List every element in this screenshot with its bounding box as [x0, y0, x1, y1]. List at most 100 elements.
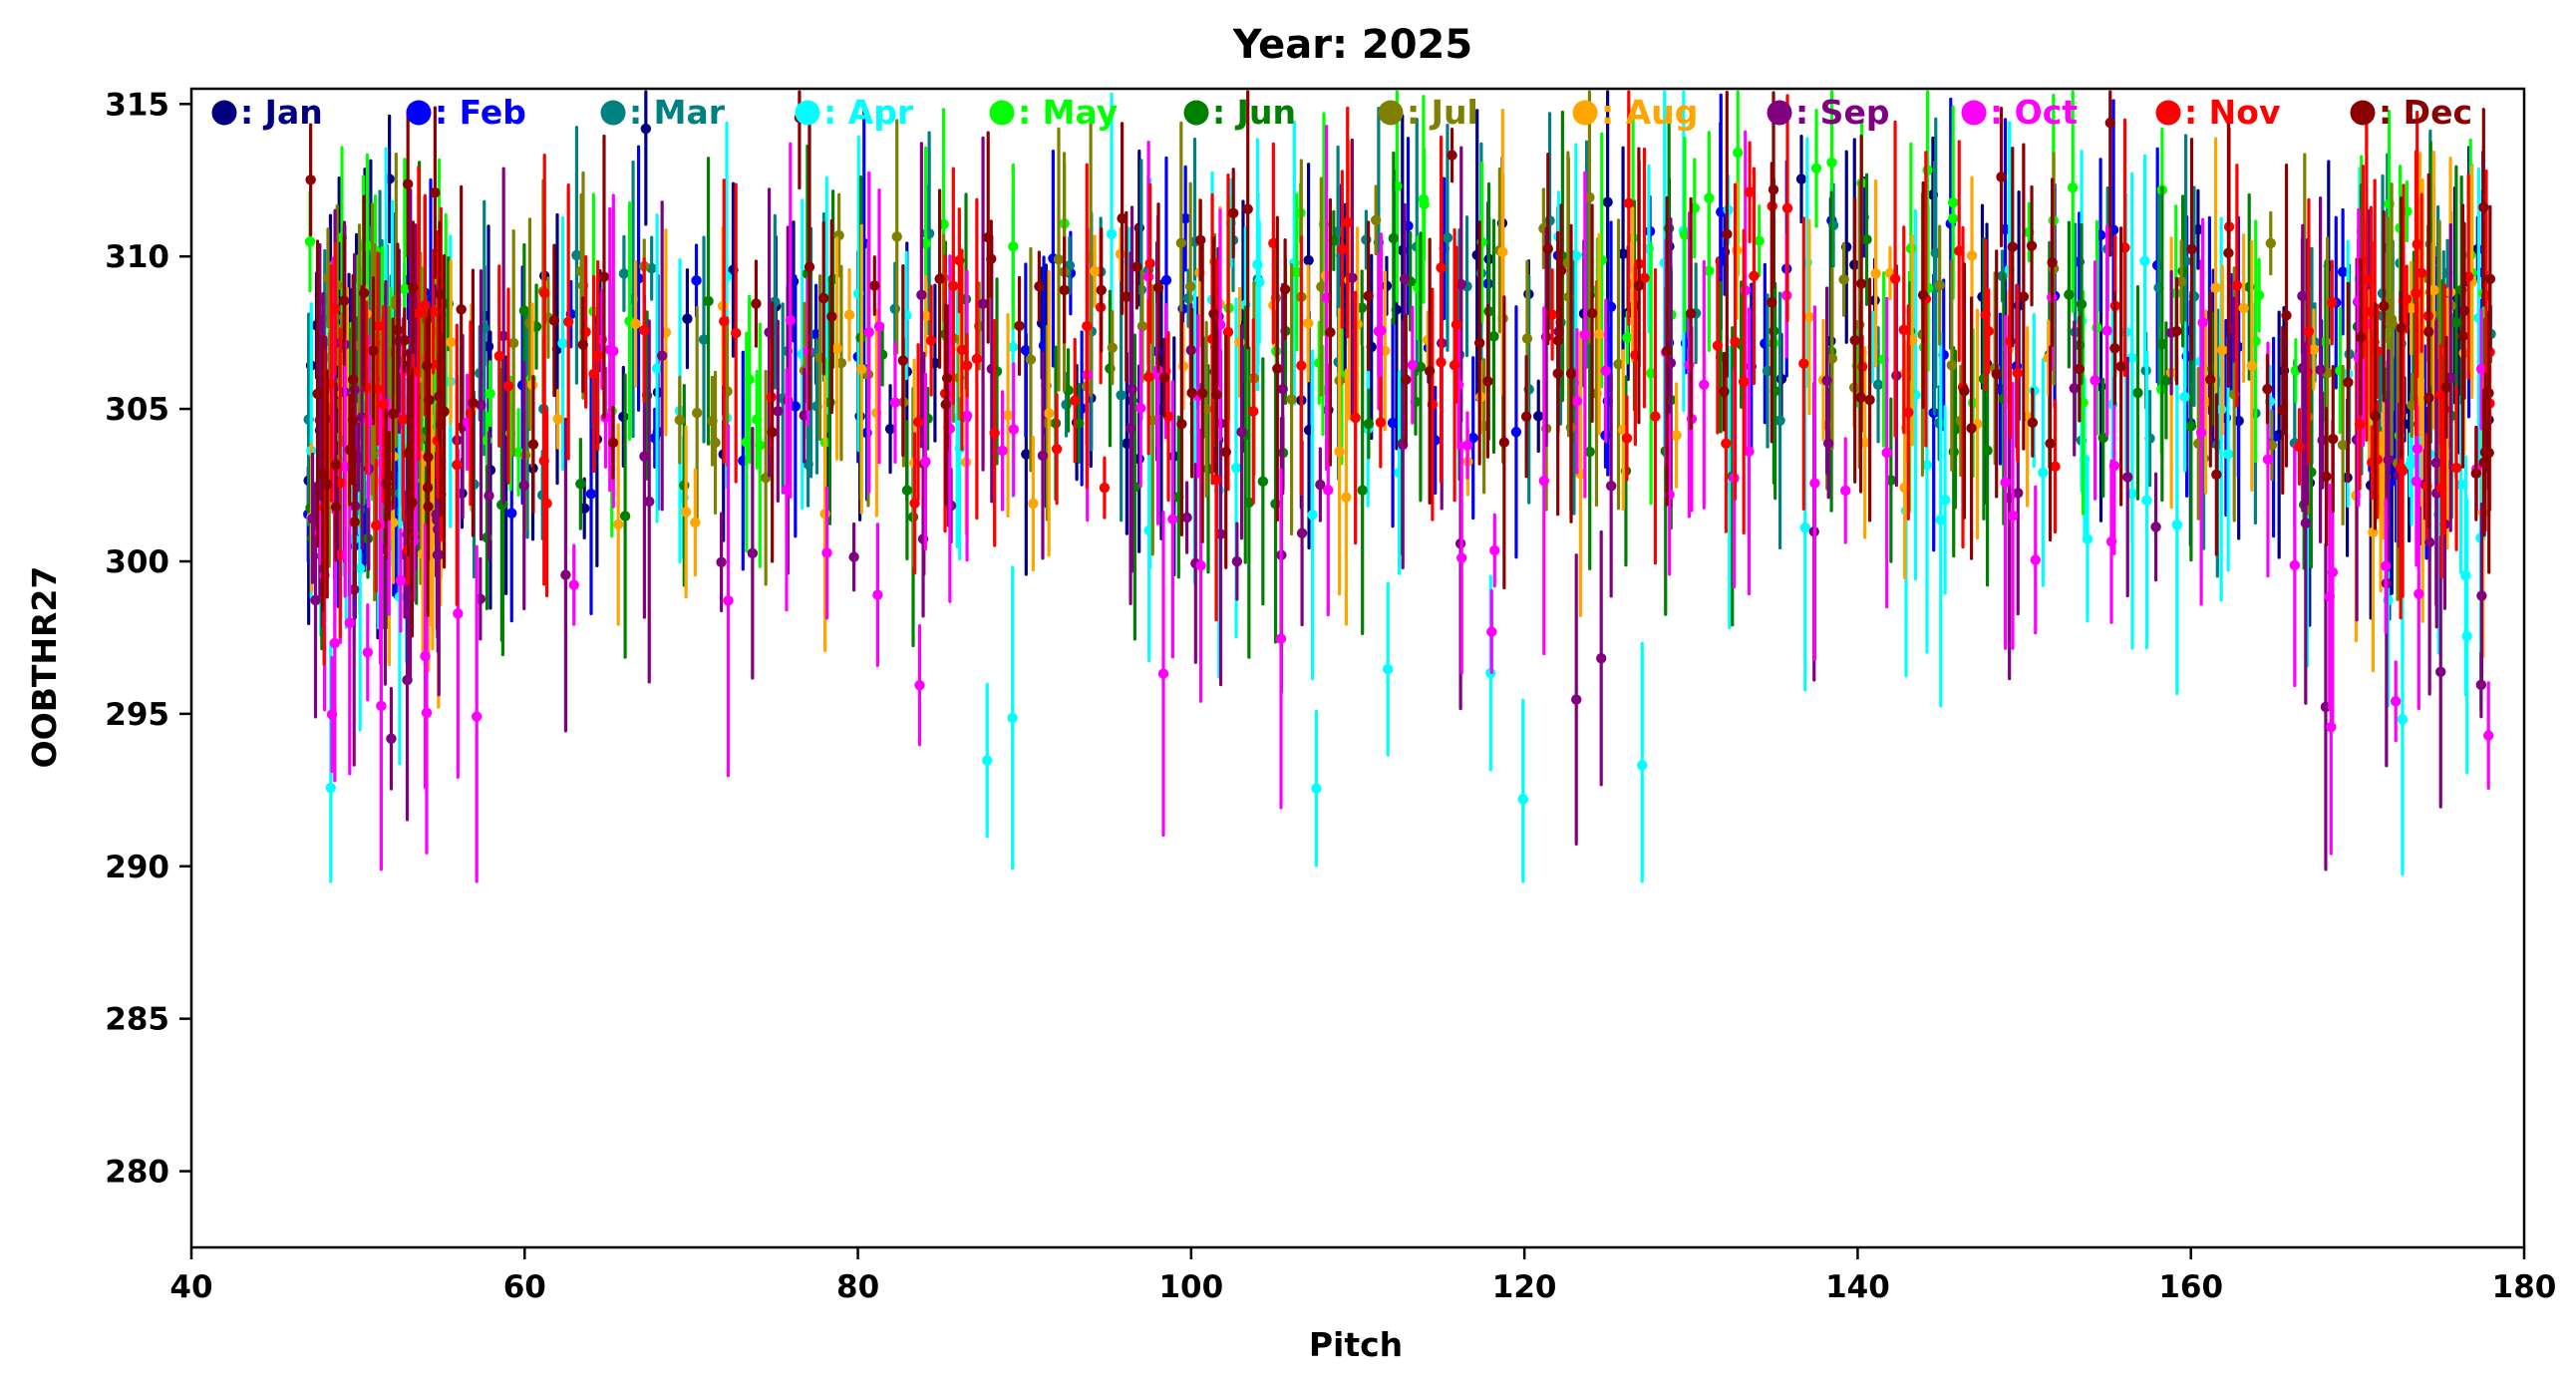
point-sep — [2315, 364, 2326, 376]
point-nov — [1749, 270, 1760, 281]
point-apr — [1307, 510, 1318, 520]
point-dec — [358, 287, 370, 299]
point-oct — [873, 321, 885, 332]
point-may — [920, 237, 931, 249]
point-nov — [2327, 297, 2338, 308]
point-dec — [2109, 343, 2120, 354]
point-dec — [321, 479, 333, 490]
point-dec — [826, 311, 837, 322]
legend-label-oct: : Oct — [1990, 93, 2078, 132]
point-dec — [402, 178, 414, 189]
point-dec — [1121, 291, 1131, 302]
point-jul — [1838, 274, 1849, 285]
point-may — [1622, 332, 1633, 343]
point-dec — [468, 397, 479, 409]
point-may — [1419, 198, 1430, 210]
point-dec — [2343, 377, 2354, 388]
point-nov — [1980, 309, 1991, 320]
legend-item-oct: : Oct — [1961, 93, 2078, 132]
y-tick-label: 280 — [105, 1155, 169, 1191]
point-nov — [378, 399, 389, 410]
point-dec — [1482, 376, 1493, 387]
point-dec — [305, 174, 316, 185]
point-sep — [644, 496, 655, 508]
point-nov — [2050, 461, 2061, 473]
point-dec — [2478, 201, 2489, 213]
point-dec — [2171, 325, 2182, 337]
point-dec — [1152, 282, 1164, 293]
point-feb — [1387, 417, 1399, 429]
point-dec — [1208, 308, 1219, 320]
point-oct — [2197, 317, 2208, 328]
point-apr — [2038, 467, 2049, 479]
x-tick-label: 60 — [503, 1269, 546, 1305]
point-nov — [1650, 411, 1661, 422]
point-sep — [747, 547, 759, 559]
point-aug — [1341, 492, 1352, 503]
y-tick-label: 300 — [105, 544, 169, 580]
point-oct — [1809, 478, 1820, 489]
point-apr — [1311, 783, 1322, 794]
point-oct — [2007, 511, 2019, 521]
point-apr — [1637, 760, 1648, 771]
point-jan — [618, 411, 629, 423]
point-feb — [691, 275, 702, 286]
point-nov — [2354, 419, 2366, 430]
point-aug — [1334, 446, 1345, 458]
point-dec — [2470, 468, 2481, 480]
point-sep — [2475, 679, 2487, 691]
point-aug — [690, 517, 701, 528]
point-oct — [1579, 329, 1591, 340]
point-jun — [1584, 446, 1595, 458]
point-sep — [2013, 488, 2024, 499]
point-nov — [2303, 326, 2315, 337]
point-apr — [1383, 663, 1394, 675]
point-nov — [2012, 367, 2023, 379]
point-dec — [1196, 388, 1208, 399]
point-mar — [1116, 390, 1127, 401]
point-jun — [1488, 331, 1499, 342]
point-jul — [507, 337, 519, 349]
point-apr — [2397, 714, 2409, 725]
point-nov — [1051, 444, 1063, 455]
x-tick-label: 100 — [1158, 1269, 1223, 1305]
point-feb — [1179, 212, 1191, 224]
point-jul — [1053, 253, 1065, 265]
point-sep — [1315, 479, 1326, 491]
point-nov — [1142, 371, 1154, 383]
point-oct — [2412, 443, 2423, 455]
point-dec — [349, 517, 360, 527]
point-aug — [1870, 268, 1881, 279]
point-oct — [2090, 375, 2100, 386]
point-sep — [916, 289, 927, 301]
point-dec — [423, 452, 434, 463]
point-aug — [856, 364, 867, 375]
point-dec — [1767, 297, 1777, 308]
point-dec — [1424, 366, 1436, 377]
point-dec — [1176, 418, 1187, 430]
point-sep — [1277, 383, 1288, 395]
point-dec — [330, 502, 342, 513]
point-dec — [607, 437, 619, 449]
point-aug — [1177, 361, 1189, 372]
point-dec — [2104, 117, 2115, 129]
point-nov — [731, 327, 742, 339]
point-aug — [630, 318, 641, 330]
point-nov — [1082, 320, 1093, 332]
point-nov — [2421, 481, 2432, 493]
point-jul — [2265, 237, 2276, 249]
point-jun — [2076, 298, 2088, 310]
legend-marker-jan — [211, 100, 237, 126]
point-oct — [1167, 514, 1178, 524]
legend-label-jul: : Jul — [1407, 93, 1478, 132]
point-aug — [1089, 265, 1101, 277]
point-nov — [413, 308, 425, 319]
point-oct — [2475, 363, 2487, 375]
point-dec — [2281, 310, 2292, 321]
point-dec — [392, 324, 404, 336]
point-sep — [483, 490, 494, 502]
point-nov — [1099, 482, 1111, 494]
point-jun — [2185, 421, 2197, 432]
point-apr — [2141, 495, 2152, 506]
point-mar — [1933, 418, 1945, 429]
